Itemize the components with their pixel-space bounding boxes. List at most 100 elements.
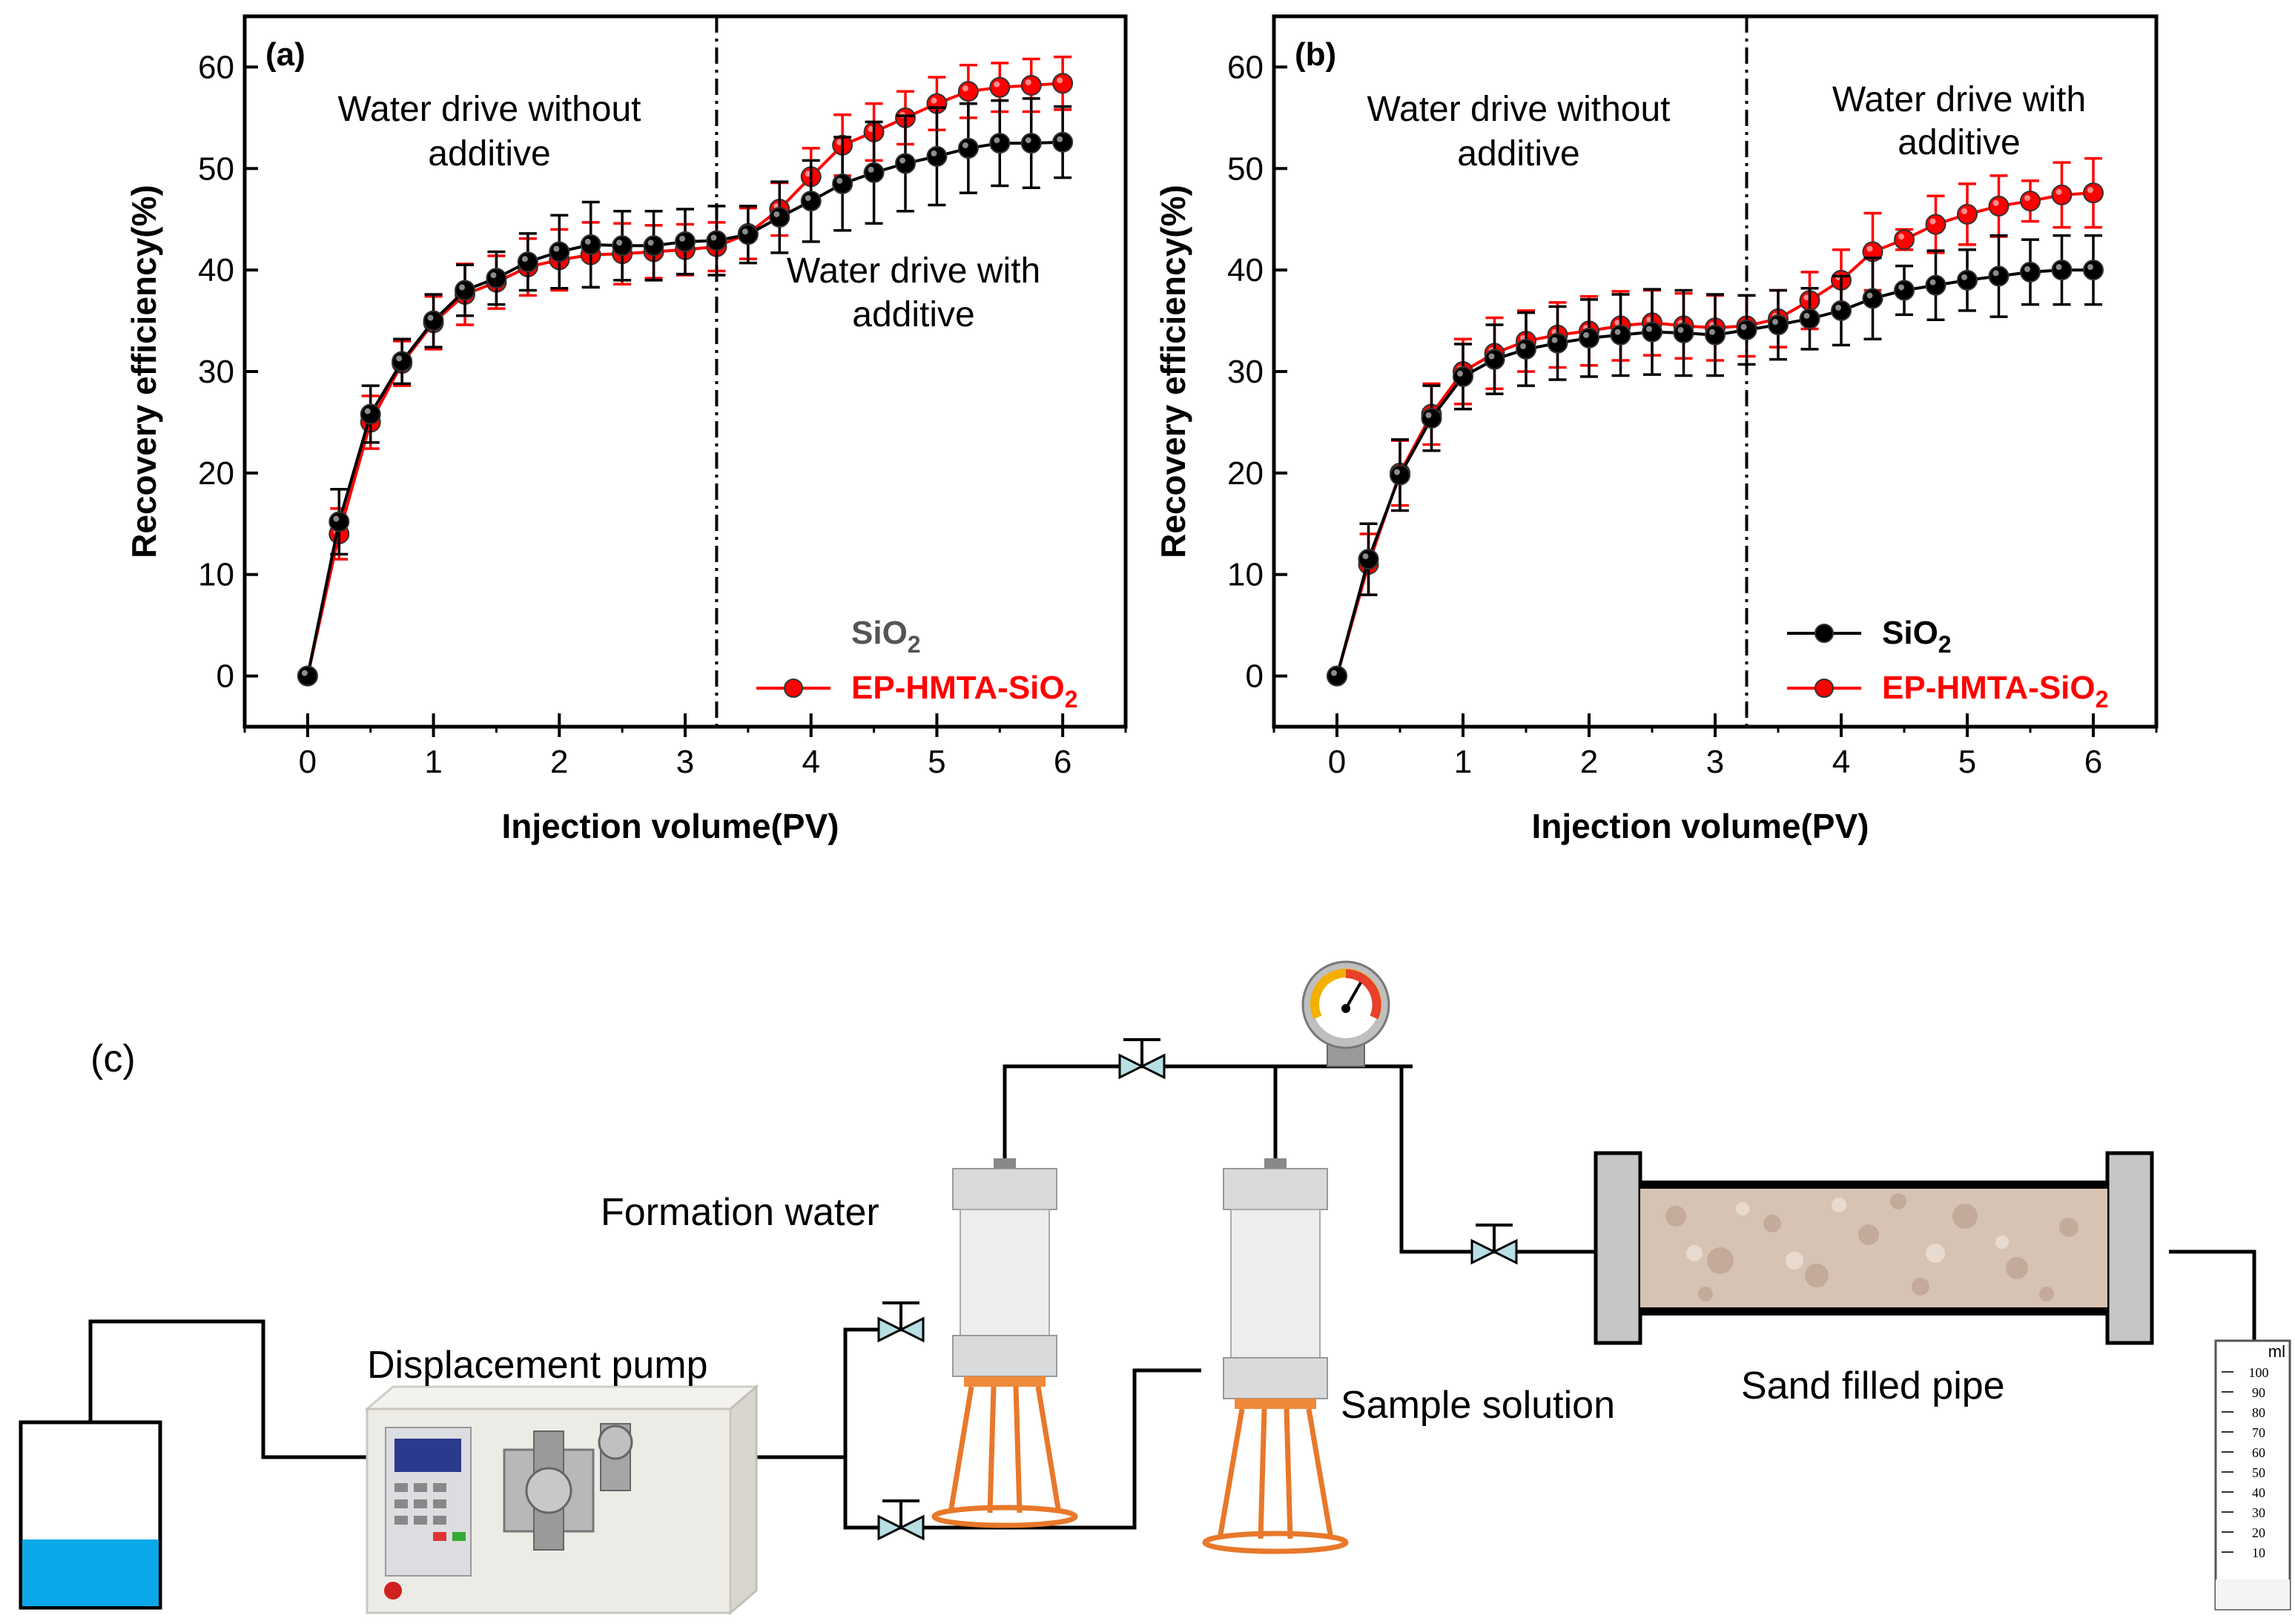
series-line: [1335, 191, 2094, 677]
legend-subscript: 2: [2096, 686, 2109, 713]
annotation-left-line1: Water drive without: [1367, 90, 1670, 129]
legend-subscript: 2: [1065, 686, 1078, 713]
pump-head: [503, 1423, 633, 1551]
data-point-highlight: [553, 245, 560, 252]
y-tick-label: 30: [1227, 354, 1264, 390]
data-point: [1327, 665, 1347, 687]
data-point-highlight: [1961, 208, 1967, 214]
data-point-highlight: [1866, 245, 1873, 252]
sample-solution-label: Sample solution: [1341, 1384, 1615, 1427]
panel-label: (b): [1295, 36, 1336, 73]
y-tick-label: 60: [1227, 49, 1264, 85]
y-tick-label: 40: [1227, 252, 1264, 288]
data-point-highlight: [1677, 326, 1684, 333]
data-point: [2083, 182, 2104, 204]
y-tick-label: 10: [1227, 557, 1264, 593]
data-point: [1390, 464, 1410, 486]
cylinder-tick-label: 20: [2252, 1525, 2265, 1540]
data-point-highlight: [962, 142, 968, 148]
data-point: [1358, 549, 1379, 570]
data-point-highlight: [962, 85, 968, 92]
displacement-pump-label: Displacement pump: [367, 1344, 708, 1387]
data-point: [926, 145, 948, 167]
annotation-right-line1: Water drive with: [787, 251, 1040, 291]
sand-filled-pipe-label: Sand filled pipe: [1741, 1364, 2005, 1407]
series-EP-HMTA-SiO2: [1327, 156, 2104, 687]
data-point: [360, 403, 381, 425]
data-point: [2020, 261, 2041, 283]
data-point: [989, 76, 1011, 98]
cylinder-tick-label: 60: [2252, 1445, 2265, 1460]
series-SiO2: [297, 97, 1074, 687]
data-point-highlight: [490, 272, 497, 279]
legend-marker: [1814, 679, 1834, 698]
data-point-highlight: [1803, 312, 1810, 319]
data-point-highlight: [805, 171, 811, 177]
data-point-highlight: [521, 256, 528, 263]
cylinder-tick-label: 40: [2252, 1485, 2265, 1500]
y-tick-label: 20: [1227, 455, 1264, 492]
legend-marker: [1814, 624, 1834, 643]
data-point-highlight: [1961, 274, 1967, 280]
x-tick-label: 6: [1054, 744, 1071, 780]
cylinder-tick-label: 80: [2252, 1405, 2265, 1420]
data-point-highlight: [773, 211, 780, 217]
data-point: [1547, 332, 1568, 354]
x-tick-label: 2: [1580, 744, 1598, 780]
data-point-highlight: [459, 284, 465, 291]
data-point: [957, 137, 979, 159]
data-point: [800, 191, 822, 212]
x-tick-label: 1: [424, 744, 442, 780]
chart-panel-b: 0 10 20 30 40 50 60 0 1 2 3 4 5 6 Injection volume(PV)…: [1154, 14, 2159, 845]
data-point: [1799, 308, 1820, 329]
data-point: [1768, 314, 1789, 336]
data-point: [1831, 300, 1852, 321]
data-point-highlight: [1025, 79, 1031, 86]
data-point: [1862, 288, 1883, 309]
legend-label: SiO2: [1882, 615, 1952, 658]
tank-liquid: [22, 1539, 159, 1606]
liquid-tank: [19, 1420, 162, 1610]
y-tick-label: 40: [198, 252, 234, 288]
chart-panel-a: 0 10 20 30 40 50 60 0 1 2 3 4 5 6 Injection volume(PV)…: [125, 14, 1128, 845]
data-point: [1020, 133, 1042, 154]
sand-filled-pipe: [1594, 1151, 2154, 1345]
data-point-highlight: [301, 670, 308, 676]
data-point-highlight: [1709, 329, 1715, 335]
data-point-highlight: [1898, 284, 1904, 291]
valve-1: [845, 1301, 925, 1343]
annotation-left-line1: Water drive without: [337, 90, 641, 129]
x-tick-label: 3: [1706, 744, 1724, 780]
data-point: [1052, 131, 1074, 153]
data-point: [1642, 321, 1662, 343]
data-point: [1957, 269, 1978, 291]
data-point-highlight: [1057, 77, 1063, 84]
data-point: [957, 81, 979, 102]
y-axis-title: Recovery efficiency(%): [1154, 185, 1192, 558]
data-point: [895, 153, 916, 174]
data-point: [1736, 319, 1757, 340]
data-point: [1579, 327, 1599, 349]
data-point-highlight: [710, 234, 717, 241]
data-point-highlight: [396, 355, 403, 362]
data-point-highlight: [584, 238, 591, 245]
data-point: [2083, 260, 2104, 281]
data-point-highlight: [1551, 337, 1558, 343]
x-tick-label: 1: [1454, 744, 1472, 780]
pressure-gauge-icon: [1301, 960, 1390, 1067]
data-point-highlight: [1394, 469, 1400, 475]
data-point: [612, 235, 633, 257]
data-point-highlight: [868, 126, 874, 133]
data-point-highlight: [2024, 195, 2030, 202]
data-point-highlight: [994, 81, 1000, 88]
data-point: [643, 235, 664, 257]
data-point-highlight: [1992, 199, 1999, 206]
y-tick-label: 50: [198, 151, 234, 187]
x-tick-label: 5: [928, 744, 945, 780]
y-tick-label: 20: [198, 455, 234, 492]
formation-water-label: Formation water: [601, 1191, 879, 1234]
cylinder-tick-label: 30: [2252, 1505, 2265, 1520]
legend-subscript: 2: [1938, 631, 1952, 658]
legend-label: EP-HMTA-SiO2: [851, 670, 1077, 713]
data-point-highlight: [1803, 294, 1810, 301]
